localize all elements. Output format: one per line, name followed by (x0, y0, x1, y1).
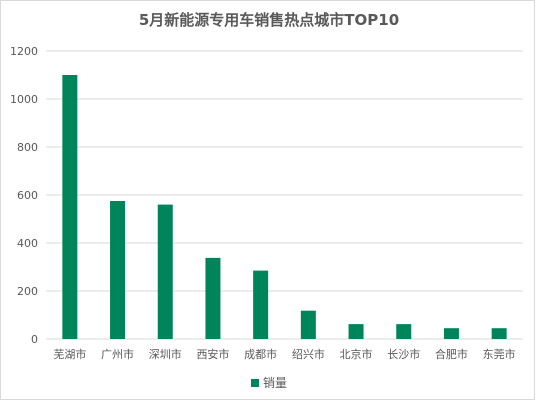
y-tick-label: 400 (17, 237, 38, 250)
bar (348, 324, 364, 339)
x-tick-label: 长沙市 (387, 347, 420, 361)
bar (110, 201, 126, 339)
y-tick-label: 600 (17, 189, 38, 202)
chart-title: 5月新能源专用车销售热点城市TOP10 (138, 11, 400, 29)
bar (300, 310, 316, 339)
x-tick-label: 东莞市 (483, 347, 516, 361)
bar (205, 257, 221, 339)
bar (443, 328, 459, 339)
y-tick-label: 1200 (10, 45, 38, 58)
bar (157, 204, 173, 339)
bar (253, 270, 269, 339)
bar (62, 75, 78, 339)
bar (396, 324, 412, 339)
x-tick-label: 北京市 (340, 347, 373, 361)
chart-legend: 销量 (1, 374, 536, 391)
y-tick-label: 0 (31, 333, 38, 346)
legend-swatch (250, 378, 259, 387)
x-tick-label: 芜湖市 (53, 347, 86, 361)
x-tick-label: 西安市 (196, 347, 229, 361)
bar (491, 328, 507, 339)
x-tick-label: 深圳市 (149, 347, 182, 361)
legend-label: 销量 (262, 376, 287, 390)
y-tick-label: 1000 (10, 93, 38, 106)
y-tick-label: 200 (17, 285, 38, 298)
x-tick-label: 绍兴市 (292, 347, 325, 361)
x-tick-label: 成都市 (244, 347, 277, 361)
y-tick-label: 800 (17, 141, 38, 154)
x-tick-label: 广州市 (101, 347, 134, 361)
x-tick-label: 合肥市 (435, 347, 468, 361)
